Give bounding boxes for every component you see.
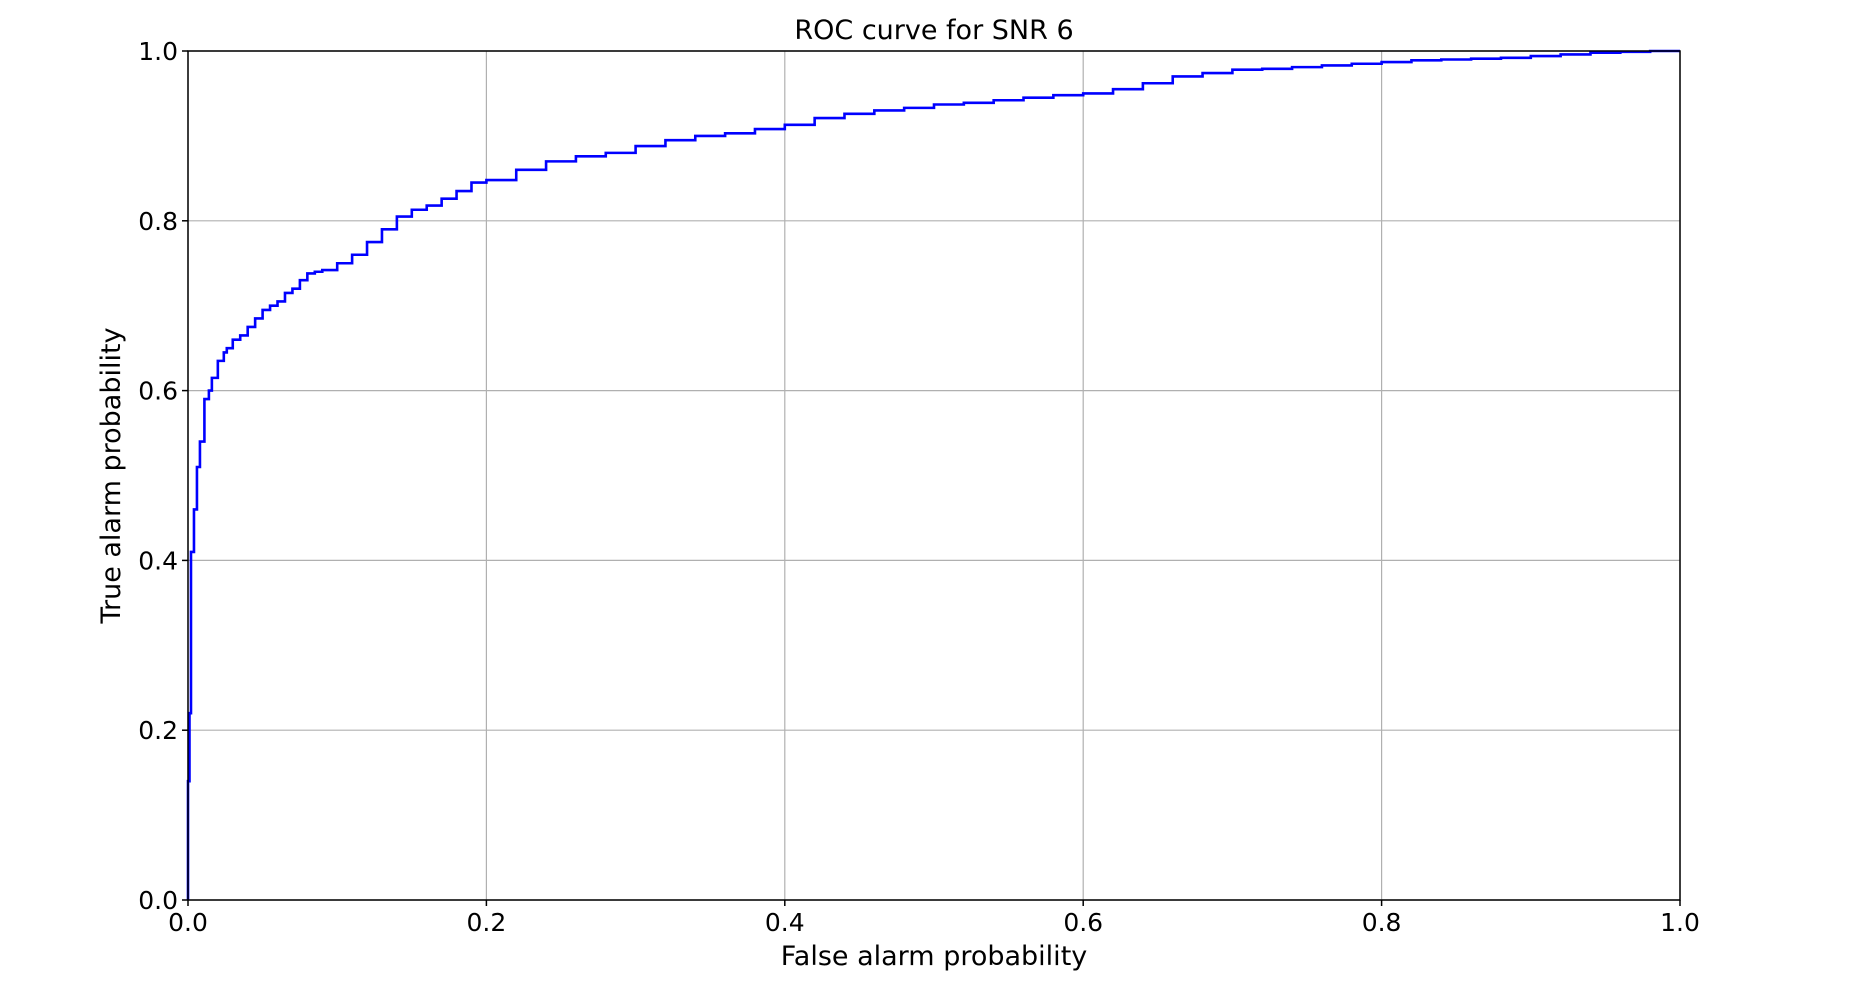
y-tick-label: 0.4	[138, 546, 178, 575]
y-tick-label: 1.0	[138, 37, 178, 66]
x-tick-label: 0.2	[467, 908, 507, 937]
y-axis-ticks: 0.0 0.2 0.4 0.6 0.8 1.0	[138, 37, 188, 915]
series-layer	[186, 49, 1680, 900]
roc-series-line	[186, 49, 1680, 900]
y-axis-label: True alarm probability	[96, 327, 127, 624]
x-tick-label: 0.4	[765, 908, 805, 937]
x-axis-ticks: 0.0 0.2 0.4 0.6 0.8 1.0	[168, 900, 1700, 937]
x-tick-label: 1.0	[1660, 908, 1700, 937]
x-tick-label: 0.0	[168, 908, 208, 937]
chart-title: ROC curve for SNR 6	[794, 15, 1073, 46]
y-tick-label: 0.8	[138, 207, 178, 236]
plot-frame	[187, 50, 1681, 901]
y-tick-label: 0.6	[138, 377, 178, 406]
x-axis-label: False alarm probability	[781, 941, 1088, 972]
y-tick-label: 0.2	[138, 716, 178, 745]
y-tick-label: 0.0	[138, 886, 178, 915]
x-tick-label: 0.6	[1063, 908, 1103, 937]
x-tick-label: 0.8	[1362, 908, 1402, 937]
